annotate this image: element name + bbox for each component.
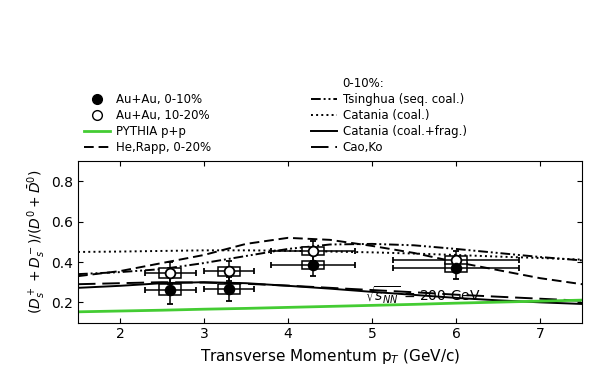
Bar <box>445 263 467 272</box>
Bar <box>160 284 181 295</box>
Bar <box>218 284 240 294</box>
Bar <box>218 267 240 276</box>
X-axis label: Transverse Momentum p$_{T}$ (GeV/c): Transverse Momentum p$_{T}$ (GeV/c) <box>200 347 460 366</box>
Legend: 0-10%:, Tsinghua (seq. coal.), Catania (coal.), Catania (coal.+frag.), Cao,Ko: 0-10%:, Tsinghua (seq. coal.), Catania (… <box>311 77 467 154</box>
Bar <box>445 256 467 264</box>
Bar <box>302 261 324 270</box>
Text: $\sqrt{s_{NN}}$ = 200 GeV: $\sqrt{s_{NN}}$ = 200 GeV <box>365 285 481 306</box>
Y-axis label: $(D_s^++D_s^-)/(D^0+\bar{D}^0)$: $(D_s^++D_s^-)/(D^0+\bar{D}^0)$ <box>26 170 49 314</box>
Bar <box>160 268 181 278</box>
Bar <box>302 247 324 255</box>
